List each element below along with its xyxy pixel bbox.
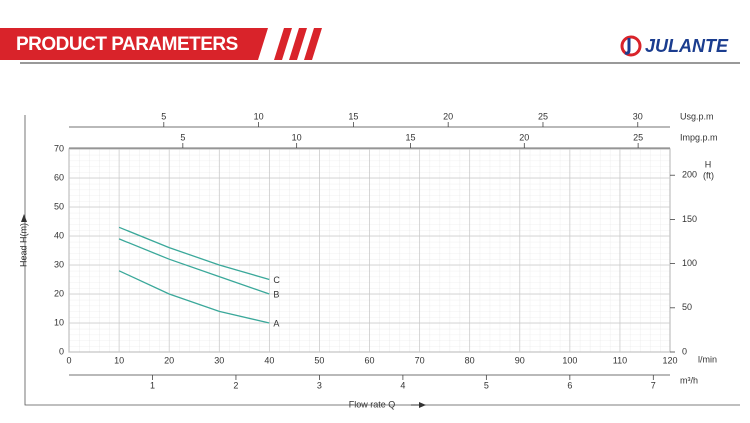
frame bbox=[24, 115, 740, 406]
x-tick-label: 50 bbox=[314, 355, 324, 365]
y-tick-label: 40 bbox=[54, 230, 64, 240]
extra-axis-label: Usg.p.m bbox=[680, 111, 714, 121]
curve-label: B bbox=[273, 289, 279, 299]
extra-axis-tick-label: 3 bbox=[317, 380, 322, 390]
y2-tick-label: 100 bbox=[682, 258, 697, 268]
extra-axis-tick-label: 5 bbox=[161, 111, 166, 121]
y2-label: H bbox=[705, 159, 712, 169]
extra-axis-tick-label: 20 bbox=[443, 111, 453, 121]
logo-icon bbox=[620, 35, 642, 57]
extra-axis-tick-label: 2 bbox=[233, 380, 238, 390]
x-tick-label: 40 bbox=[264, 355, 274, 365]
extra-axis-label: m³/h bbox=[680, 375, 698, 385]
y2-tick-label: 0 bbox=[682, 346, 687, 356]
extra-axis-tick-label: 30 bbox=[633, 111, 643, 121]
x-tick-label: 0 bbox=[66, 355, 71, 365]
y-axis-label: Head H(m) bbox=[18, 223, 28, 267]
logo-text: JULANTE bbox=[645, 36, 729, 56]
curve bbox=[118, 238, 270, 295]
curve bbox=[118, 270, 270, 324]
extra-axis-tick-label: 4 bbox=[400, 380, 405, 390]
y-tick-label: 20 bbox=[54, 288, 64, 298]
x-arrow-head bbox=[419, 402, 426, 408]
extra-axis-tick-label: 20 bbox=[519, 132, 529, 142]
curve-label: A bbox=[273, 318, 279, 328]
x-tick-label: 80 bbox=[465, 355, 475, 365]
y2-tick-label: 200 bbox=[682, 170, 697, 180]
extra-axis-tick-label: 15 bbox=[405, 132, 415, 142]
extra-axis-tick-label: 5 bbox=[484, 380, 489, 390]
x-tick-label: 30 bbox=[214, 355, 224, 365]
extra-axis-tick-label: 10 bbox=[254, 111, 264, 121]
x-tick-label: 100 bbox=[562, 355, 577, 365]
header-slashes bbox=[274, 28, 322, 60]
extra-axis-tick-label: 7 bbox=[651, 380, 656, 390]
y2-unit: (ft) bbox=[703, 170, 714, 180]
x-unit: l/min bbox=[698, 354, 717, 364]
x-tick-label: 70 bbox=[415, 355, 425, 365]
x-tick-label: 20 bbox=[164, 355, 174, 365]
header-banner bbox=[0, 28, 268, 60]
y-tick-label: 70 bbox=[54, 143, 64, 153]
extra-axis-tick-label: 5 bbox=[180, 132, 185, 142]
x-tick-label: 90 bbox=[515, 355, 525, 365]
x-tick-label: 110 bbox=[613, 355, 627, 365]
y-tick-label: 50 bbox=[54, 201, 64, 211]
logo-icon-j bbox=[624, 38, 631, 55]
y-tick-label: 60 bbox=[54, 172, 64, 182]
y2-tick-label: 50 bbox=[682, 302, 692, 312]
curve-label: C bbox=[273, 275, 280, 285]
curve bbox=[118, 226, 270, 281]
y2-tick-label: 150 bbox=[682, 214, 697, 224]
y-tick-label: 10 bbox=[54, 317, 64, 327]
x-tick-label: 120 bbox=[662, 355, 677, 365]
x-tick-label: 10 bbox=[114, 355, 124, 365]
y-tick-label: 30 bbox=[54, 259, 64, 269]
x-axis-label: Flow rate Q bbox=[349, 399, 396, 409]
header-title: PRODUCT PARAMETERS bbox=[16, 34, 238, 55]
extra-axis-tick-label: 6 bbox=[567, 380, 572, 390]
extra-axis-label: Impg.p.m bbox=[680, 132, 718, 142]
extra-axis-tick-label: 10 bbox=[292, 132, 302, 142]
x-tick-label: 60 bbox=[364, 355, 374, 365]
extra-axis-tick-label: 25 bbox=[538, 111, 548, 121]
extra-axis-tick-label: 1 bbox=[150, 380, 155, 390]
extra-axis-tick-label: 15 bbox=[348, 111, 358, 121]
y-tick-label: 0 bbox=[59, 346, 64, 356]
extra-axis-tick-label: 25 bbox=[633, 132, 643, 142]
y-arrow bbox=[21, 214, 27, 222]
